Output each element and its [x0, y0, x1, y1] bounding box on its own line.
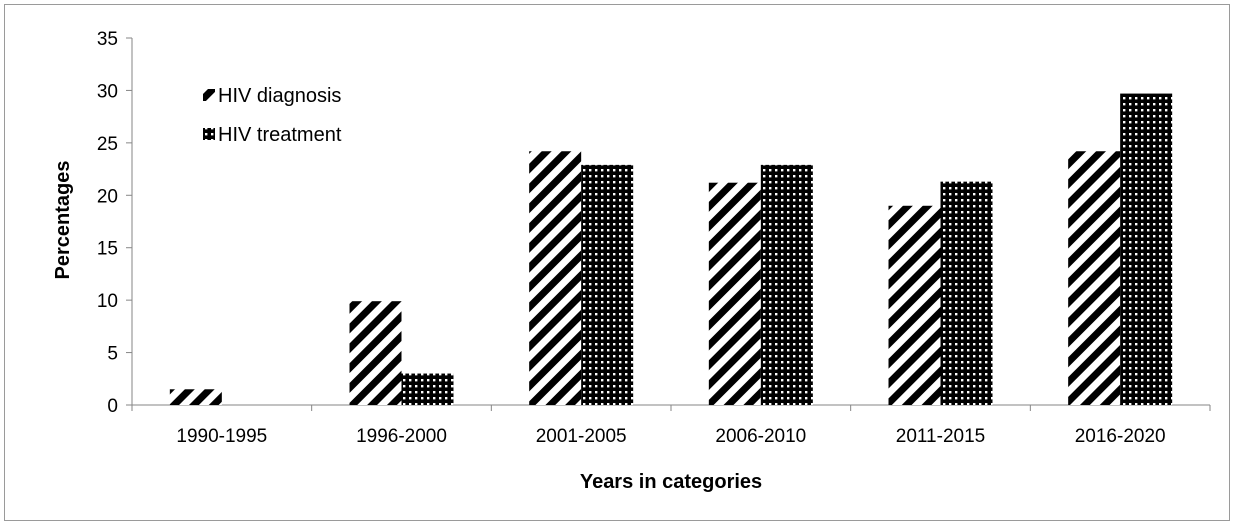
legend-swatch [203, 128, 215, 140]
y-tick-label: 25 [97, 134, 118, 155]
bar-diagonal-stripes [888, 205, 941, 405]
y-tick-label: 10 [97, 291, 118, 312]
bar-diagonal-stripes [529, 151, 582, 405]
bars [169, 93, 1173, 406]
y-tick-label: 35 [97, 29, 118, 50]
bar-dots [940, 181, 993, 405]
y-tick-label: 20 [97, 186, 118, 207]
bar-dots [760, 164, 813, 405]
legend: HIV diagnosis HIV treatment [203, 85, 342, 146]
bar-diagonal-stripes [349, 301, 402, 405]
bar-diagonal-stripes [708, 182, 761, 405]
bar-dots [1120, 93, 1173, 406]
x-tick-label: 2006-2010 [715, 426, 806, 447]
legend-swatch [203, 89, 215, 101]
x-tick-label: 2011-2015 [896, 426, 985, 447]
y-tick-label: 5 [107, 344, 118, 365]
x-tick-label: 1996-2000 [356, 426, 447, 447]
bar-diagonal-stripes [1068, 151, 1121, 405]
bar-dots [581, 164, 634, 405]
x-axis-title: Years in categories [580, 471, 762, 493]
axes [126, 37, 1211, 411]
bar-dots [401, 373, 454, 405]
x-tick-label: 1990-1995 [176, 426, 267, 447]
tick-labels: 0 5 10 15 20 25 30 35 1990-1995 1996-2000 2001-200… [97, 29, 1166, 447]
y-tick-label: 0 [107, 396, 118, 417]
x-tick-label: 2001-2005 [536, 426, 627, 447]
bar-diagonal-stripes [169, 389, 222, 405]
legend-label: HIV treatment [218, 124, 342, 146]
y-axis-title: Percentages [52, 161, 74, 280]
x-tick-label: 2016-2020 [1075, 426, 1166, 447]
y-tick-label: 15 [97, 239, 118, 260]
legend-label: HIV diagnosis [218, 85, 341, 107]
y-tick-label: 30 [97, 81, 118, 102]
